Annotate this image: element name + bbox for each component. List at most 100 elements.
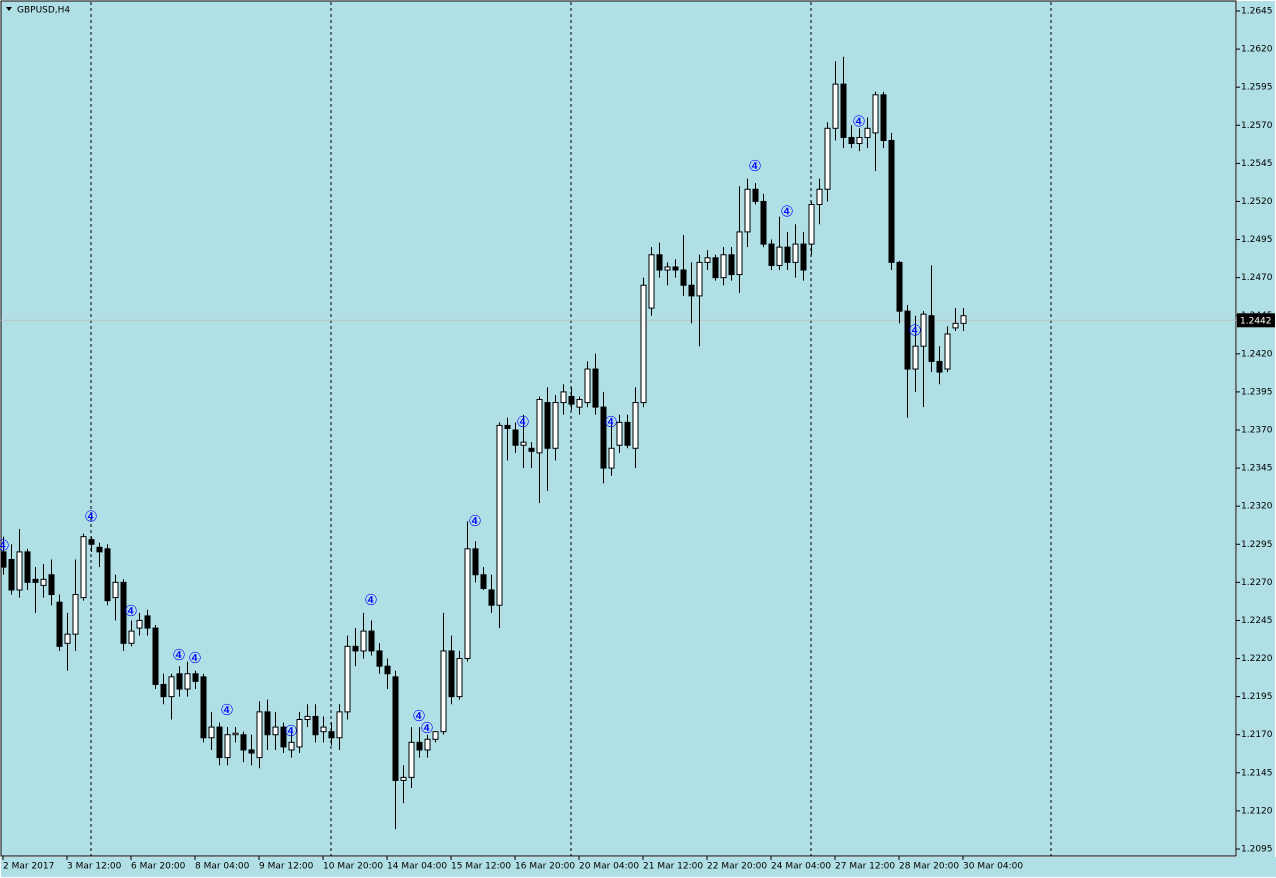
candle-body (784, 246, 791, 263)
candle-body (288, 741, 295, 751)
candle-body (736, 231, 743, 276)
candle-body (696, 261, 703, 297)
candle-body (344, 645, 351, 713)
signal: ④ (604, 413, 617, 431)
candle-body (392, 676, 399, 781)
signal: ④ (220, 701, 233, 719)
y-tick-label: 1.2245 (1241, 616, 1273, 626)
candle-body (928, 315, 935, 362)
candle-body (904, 310, 911, 370)
y-tick-label: 1.2120 (1241, 806, 1273, 816)
y-tick-label: 1.2570 (1241, 121, 1273, 131)
candle-body (96, 546, 103, 553)
candle-body (296, 718, 303, 748)
candle-body (632, 402, 639, 449)
x-tick-label: 3 Mar 12:00 (67, 862, 122, 872)
x-tick-label: 14 Mar 04:00 (387, 862, 447, 872)
y-tick-label: 1.2545 (1241, 159, 1273, 169)
candle-body (16, 551, 23, 591)
signal: ④ (284, 722, 297, 740)
y-tick-label: 1.2620 (1241, 45, 1273, 55)
candle-body (664, 266, 671, 271)
signal: ④ (516, 413, 529, 431)
y-tick-label: 1.2495 (1241, 235, 1273, 245)
y-tick-label: 1.2470 (1241, 273, 1273, 283)
candle-body (896, 261, 903, 312)
candle-body (176, 673, 183, 690)
candle-body (656, 254, 663, 271)
candle-body (920, 313, 927, 347)
last-price-box (1237, 313, 1275, 328)
candle-body (608, 447, 615, 469)
candle-body (832, 83, 839, 129)
x-axis-area (1, 857, 1276, 877)
candle-body (840, 83, 847, 138)
candle-body (536, 399, 543, 454)
candle-body (912, 345, 919, 370)
y-tick-label: 1.2420 (1241, 349, 1273, 359)
candle-body (112, 581, 119, 599)
candle-body (440, 650, 447, 733)
candle-body (168, 676, 175, 698)
signal: ④ (908, 321, 921, 339)
candle-body (200, 676, 207, 739)
candle-body (448, 650, 455, 698)
candle-body (720, 254, 727, 279)
candle-body (576, 399, 583, 408)
candle-body (744, 188, 751, 233)
x-tick-label: 22 Mar 20:00 (707, 862, 767, 872)
signal: ④ (188, 649, 201, 667)
candle-body (136, 619, 143, 629)
x-tick-label: 6 Mar 20:00 (131, 862, 186, 872)
signal: ④ (412, 707, 425, 725)
y-tick-label: 1.2345 (1241, 464, 1273, 474)
signal: ④ (364, 591, 377, 609)
signal: ④ (420, 719, 433, 737)
candle-body (688, 284, 695, 297)
candle-body (704, 257, 711, 263)
candle-body (464, 548, 471, 660)
candle-body (88, 539, 95, 545)
candle-body (512, 429, 519, 446)
candle-body (184, 673, 191, 690)
candle-body (224, 734, 231, 759)
candle-body (272, 726, 279, 736)
candle-body (816, 188, 823, 205)
signal: ④ (780, 203, 793, 221)
candle-body (768, 243, 775, 266)
signal: ④ (172, 646, 185, 664)
y-tick-label: 1.2370 (1241, 425, 1273, 435)
candle-body (240, 734, 247, 751)
y-tick-label: 1.2595 (1241, 83, 1273, 93)
candle-body (760, 200, 767, 245)
candle-body (560, 391, 567, 404)
candle-body (248, 749, 255, 754)
candle-body (352, 645, 359, 652)
candle-body (584, 368, 591, 404)
candle-body (384, 665, 391, 675)
candle-body (56, 601, 63, 647)
candle-body (960, 315, 967, 324)
candle-body (752, 188, 759, 202)
candle-body (400, 776, 407, 781)
candle-body (120, 581, 127, 644)
candle-body (104, 548, 111, 602)
candle-body (672, 266, 679, 271)
signal: ④ (124, 602, 137, 620)
x-tick-label: 15 Mar 12:00 (451, 862, 511, 872)
y-tick-label: 1.2195 (1241, 692, 1273, 702)
x-tick-label: 2 Mar 2017 (3, 862, 54, 872)
candle-body (312, 715, 319, 736)
y-tick-label: 1.2095 (1241, 844, 1273, 854)
candle-body (208, 726, 215, 739)
x-tick-label: 27 Mar 12:00 (835, 862, 895, 872)
candle-body (520, 441, 527, 446)
candle-body (48, 574, 55, 596)
candle-body (600, 406, 607, 469)
candle-body (336, 711, 343, 739)
candle-body (544, 402, 551, 449)
candle-body (848, 136, 855, 145)
candle-body (936, 360, 943, 373)
